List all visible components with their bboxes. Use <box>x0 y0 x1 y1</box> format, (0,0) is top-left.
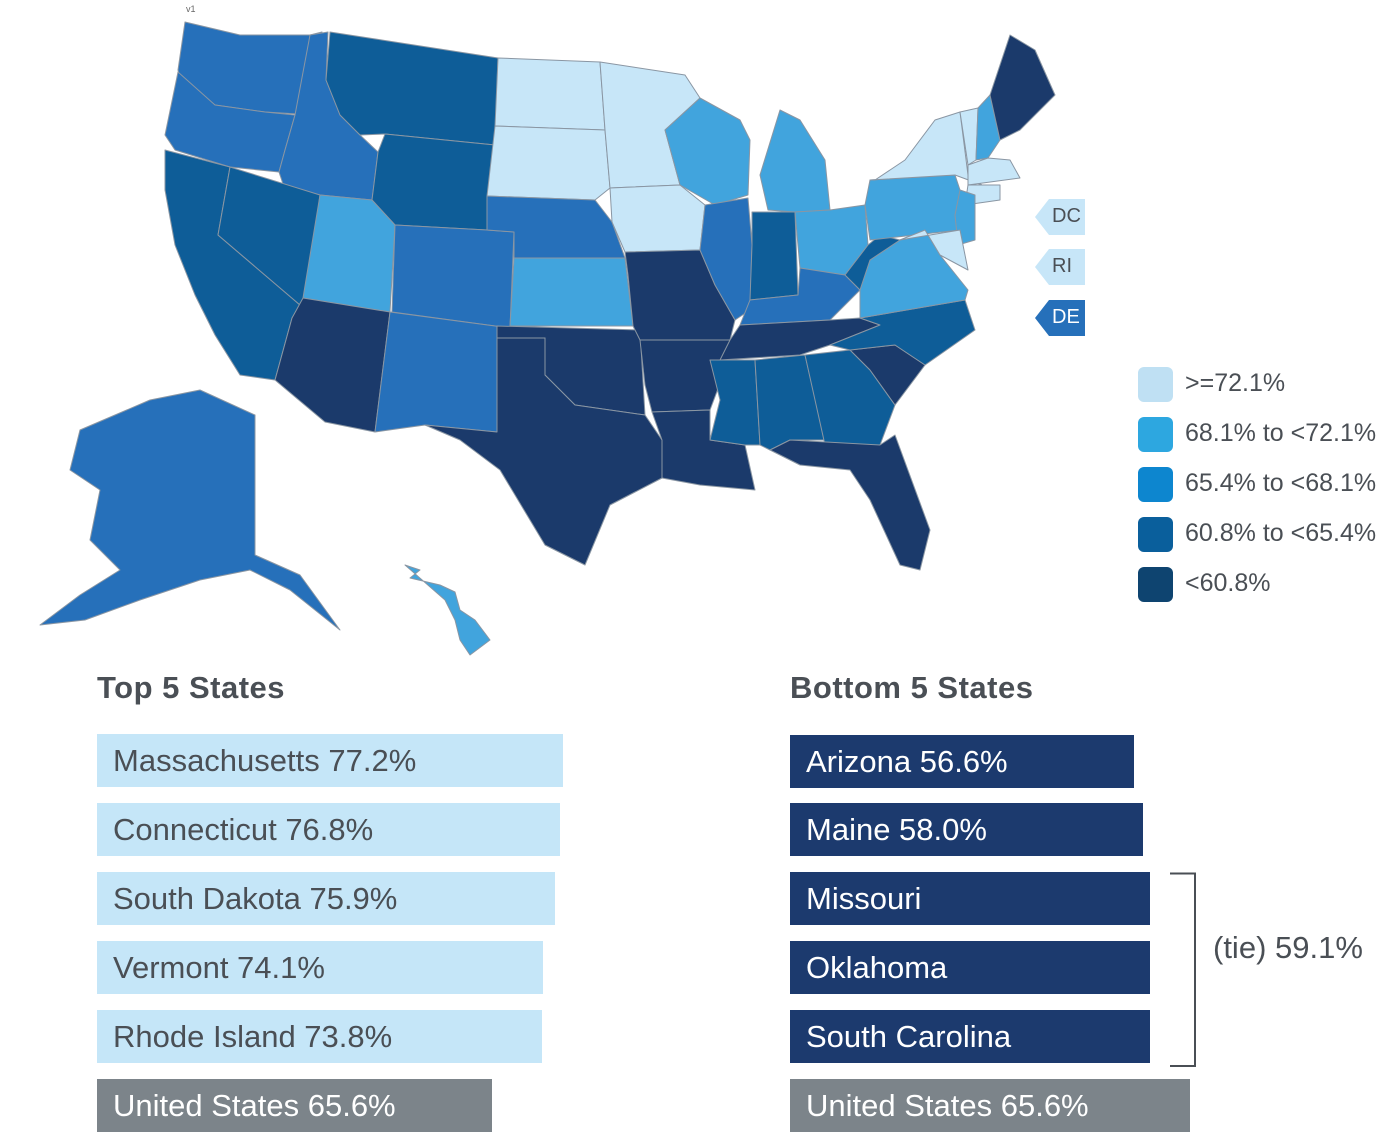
top5-bar: South Dakota 75.9% <box>97 872 555 925</box>
arrow-left-icon <box>1035 249 1085 285</box>
state-ms <box>709 359 761 446</box>
top5-heading: Top 5 States <box>97 670 286 705</box>
state-az <box>274 297 391 433</box>
territory-tag-dc: DC <box>1035 199 1085 235</box>
territory-label-dc: DC <box>1052 205 1081 227</box>
legend-label: 68.1% to <72.1% <box>1185 419 1377 447</box>
bottom5-bar: South Carolina <box>790 1010 1150 1063</box>
state-ut <box>302 194 396 313</box>
bottom5-heading: Bottom 5 States <box>790 670 1034 705</box>
legend-label: 65.4% to <68.1% <box>1185 469 1377 497</box>
state-ks <box>509 257 634 327</box>
territory-label-de: DE <box>1052 306 1080 328</box>
state-sd <box>486 125 611 201</box>
arrow-left-icon <box>1035 199 1085 235</box>
legend-swatch <box>1138 417 1173 452</box>
state-md <box>899 229 969 271</box>
us-average-bar: United States 65.6% <box>97 1079 492 1132</box>
legend-swatch <box>1138 467 1173 502</box>
legend-swatch <box>1138 367 1173 402</box>
state-in <box>749 211 799 301</box>
state-hi <box>404 564 491 656</box>
top5-bar: Connecticut 76.8% <box>97 803 560 856</box>
legend-label: 60.8% to <65.4% <box>1185 519 1377 547</box>
territory-tag-de: DE <box>1035 300 1085 336</box>
legend-swatch <box>1138 517 1173 552</box>
tie-bracket-icon <box>1170 872 1196 1067</box>
legend-swatch <box>1138 567 1173 602</box>
legend-label: >=72.1% <box>1185 369 1286 397</box>
state-nd <box>494 57 606 131</box>
state-nm <box>374 311 511 433</box>
state-wy <box>371 133 496 231</box>
state-ma <box>967 157 1021 186</box>
state-pa <box>864 174 966 241</box>
bottom5-bar: Arizona 56.6% <box>790 735 1134 788</box>
state-fl <box>769 434 931 571</box>
state-me <box>989 34 1056 141</box>
bottom5-bar: Oklahoma <box>790 941 1150 994</box>
bottom5-bar: Missouri <box>790 872 1150 925</box>
territory-label-ri: RI <box>1052 255 1072 277</box>
top5-bar: Rhode Island 73.8% <box>97 1010 542 1063</box>
map-version-label: v1 <box>186 4 196 14</box>
state-il <box>699 197 753 321</box>
territory-tag-ri: RI <box>1035 249 1085 285</box>
state-la <box>651 409 756 491</box>
legend-label: <60.8% <box>1185 569 1271 597</box>
top5-bar: Vermont 74.1% <box>97 941 543 994</box>
state-nc <box>829 299 976 366</box>
top5-bar: Massachusetts 77.2% <box>97 734 563 787</box>
state-ak <box>39 389 341 631</box>
state-nh <box>975 94 1001 161</box>
bottom5-bar: Maine 58.0% <box>790 803 1143 856</box>
us-average-bar: United States 65.6% <box>790 1079 1190 1132</box>
arrow-left-icon <box>1035 300 1085 336</box>
state-wi <box>664 97 751 206</box>
state-mi <box>759 109 831 213</box>
state-co <box>391 224 515 329</box>
tie-label: (tie) 59.1% <box>1213 930 1363 965</box>
us-map <box>39 21 1056 656</box>
state-ia <box>609 184 706 253</box>
